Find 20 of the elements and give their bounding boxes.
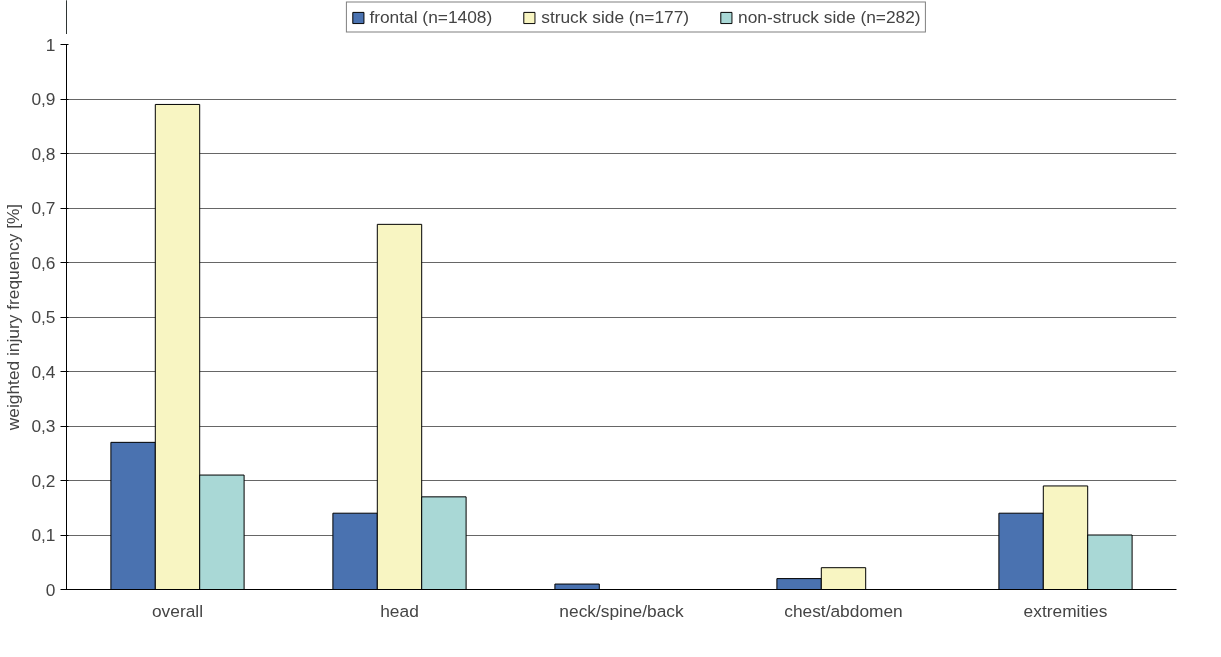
legend-label: frontal (n=1408) bbox=[369, 6, 493, 28]
y-tick-label: 0,8 bbox=[31, 143, 56, 164]
x-tick-label: extremities bbox=[1023, 600, 1108, 621]
y-tick-label: 1 bbox=[45, 34, 56, 55]
y-tick-label: 0,7 bbox=[31, 198, 56, 218]
y-tick-label: 0,1 bbox=[31, 525, 56, 545]
x-tick-label: overall bbox=[151, 600, 204, 621]
legend-label: struck side (n=177) bbox=[541, 6, 690, 28]
y-axis-title: weighted injury frequency [%] bbox=[3, 203, 24, 432]
x-tick-label: neck/spine/back bbox=[559, 600, 684, 621]
y-tick-label: 0,9 bbox=[31, 89, 56, 109]
y-tick-label: 0,3 bbox=[31, 416, 56, 436]
x-tick-label: chest/abdomen bbox=[784, 600, 903, 621]
y-tick-label: 0,2 bbox=[31, 470, 56, 491]
legend-label: non-struck side (n=282) bbox=[738, 6, 921, 28]
y-tick-label: 0 bbox=[45, 579, 56, 600]
y-tick-label: 0,5 bbox=[31, 307, 56, 327]
y-tick-label: 0,6 bbox=[31, 252, 56, 273]
x-tick-label: head bbox=[380, 600, 419, 621]
y-tick-label: 0,4 bbox=[31, 361, 56, 382]
